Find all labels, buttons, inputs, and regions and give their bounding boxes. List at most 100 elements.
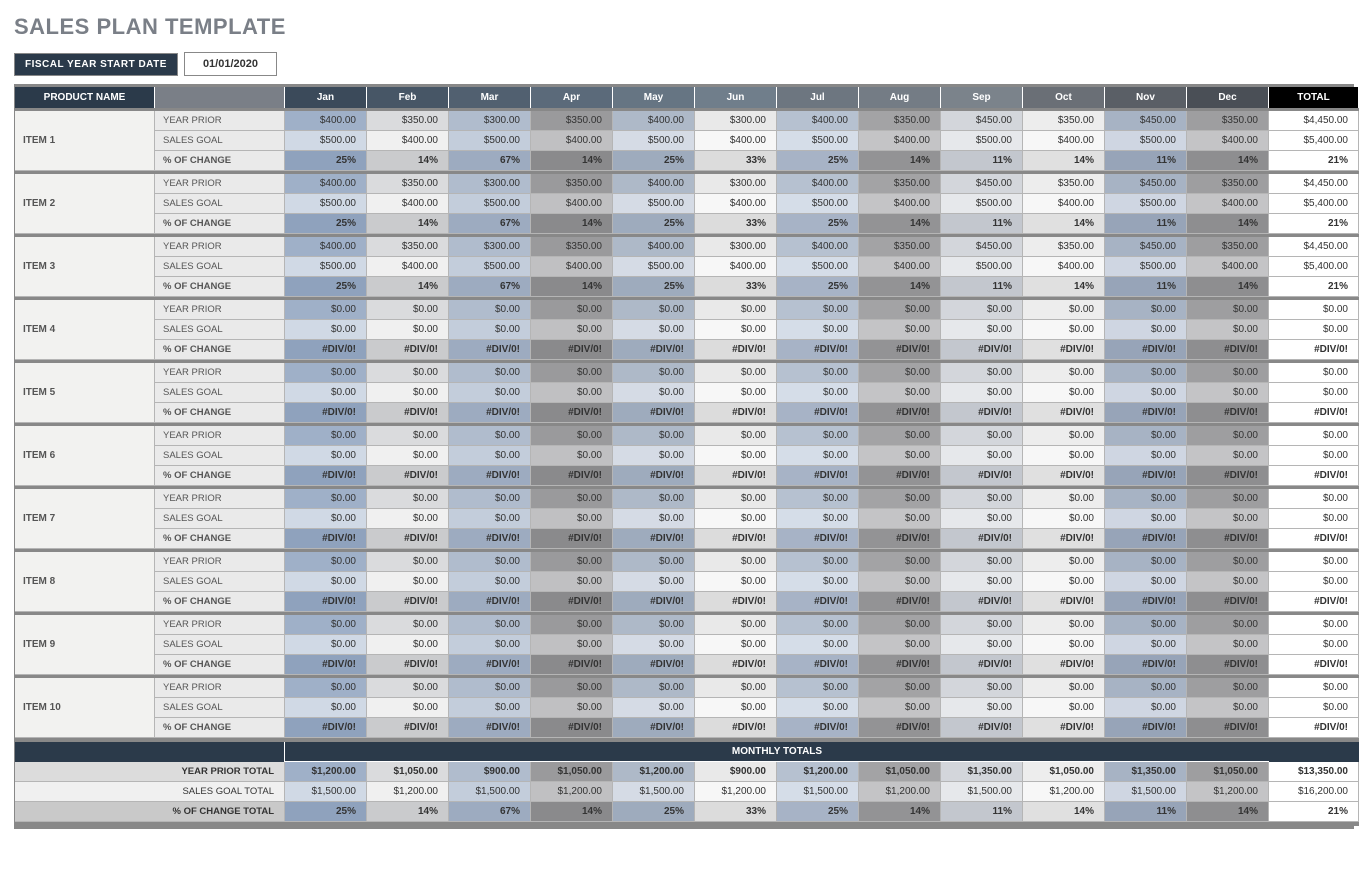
cell[interactable]: #DIV/0! xyxy=(1023,655,1105,675)
cell[interactable]: #DIV/0! xyxy=(859,718,941,738)
cell[interactable]: $0.00 xyxy=(941,678,1023,698)
cell[interactable]: $0.00 xyxy=(1105,320,1187,340)
cell[interactable]: #DIV/0! xyxy=(367,529,449,549)
cell[interactable]: 67% xyxy=(449,277,531,297)
cell[interactable]: $0.00 xyxy=(777,320,859,340)
cell[interactable]: #DIV/0! xyxy=(449,466,531,486)
cell[interactable]: $450.00 xyxy=(1105,237,1187,257)
cell[interactable]: #DIV/0! xyxy=(777,718,859,738)
cell[interactable]: $0.00 xyxy=(1023,426,1105,446)
cell[interactable]: $450.00 xyxy=(941,174,1023,194)
cell[interactable]: $500.00 xyxy=(613,131,695,151)
cell[interactable]: $0.00 xyxy=(285,678,367,698)
cell[interactable]: #DIV/0! xyxy=(531,529,613,549)
cell[interactable]: #DIV/0! xyxy=(367,340,449,360)
cell[interactable]: $0.00 xyxy=(1187,300,1269,320)
cell[interactable]: $0.00 xyxy=(531,615,613,635)
cell[interactable]: $350.00 xyxy=(367,111,449,131)
cell[interactable]: $400.00 xyxy=(1187,257,1269,277)
cell[interactable]: 33% xyxy=(695,151,777,171)
cell[interactable]: $500.00 xyxy=(1105,131,1187,151)
cell[interactable]: $0.00 xyxy=(695,489,777,509)
cell[interactable]: #DIV/0! xyxy=(1187,466,1269,486)
cell[interactable]: 14% xyxy=(531,277,613,297)
cell[interactable]: #DIV/0! xyxy=(531,592,613,612)
cell[interactable]: 25% xyxy=(777,277,859,297)
cell[interactable]: $0.00 xyxy=(449,698,531,718)
cell[interactable]: #DIV/0! xyxy=(285,718,367,738)
cell[interactable]: $0.00 xyxy=(1023,489,1105,509)
cell[interactable]: $0.00 xyxy=(285,383,367,403)
cell[interactable]: $400.00 xyxy=(1187,194,1269,214)
cell[interactable]: $0.00 xyxy=(695,698,777,718)
cell[interactable]: $500.00 xyxy=(777,131,859,151)
cell[interactable]: $350.00 xyxy=(531,111,613,131)
fiscal-date-input[interactable]: 01/01/2020 xyxy=(184,52,277,76)
cell[interactable]: $0.00 xyxy=(531,509,613,529)
cell[interactable]: $0.00 xyxy=(285,446,367,466)
cell[interactable]: $0.00 xyxy=(613,383,695,403)
cell[interactable]: $0.00 xyxy=(531,572,613,592)
cell[interactable]: $0.00 xyxy=(1023,678,1105,698)
cell[interactable]: $0.00 xyxy=(1023,300,1105,320)
cell[interactable]: 25% xyxy=(285,277,367,297)
cell[interactable]: $0.00 xyxy=(695,363,777,383)
cell[interactable]: $400.00 xyxy=(777,174,859,194)
cell[interactable]: $0.00 xyxy=(1105,300,1187,320)
cell[interactable]: $0.00 xyxy=(941,509,1023,529)
cell[interactable]: $0.00 xyxy=(613,678,695,698)
cell[interactable]: #DIV/0! xyxy=(1187,655,1269,675)
cell[interactable]: $0.00 xyxy=(777,635,859,655)
cell[interactable]: #DIV/0! xyxy=(1023,403,1105,423)
cell[interactable]: $0.00 xyxy=(1105,678,1187,698)
cell[interactable]: #DIV/0! xyxy=(613,340,695,360)
cell[interactable]: $0.00 xyxy=(941,363,1023,383)
cell[interactable]: $0.00 xyxy=(695,426,777,446)
cell[interactable]: #DIV/0! xyxy=(531,718,613,738)
cell[interactable]: $0.00 xyxy=(859,615,941,635)
cell[interactable]: $0.00 xyxy=(695,383,777,403)
cell[interactable]: #DIV/0! xyxy=(285,592,367,612)
cell[interactable]: $0.00 xyxy=(777,552,859,572)
cell[interactable]: #DIV/0! xyxy=(695,655,777,675)
cell[interactable]: #DIV/0! xyxy=(449,340,531,360)
cell[interactable]: $0.00 xyxy=(695,678,777,698)
cell[interactable]: $500.00 xyxy=(449,194,531,214)
cell[interactable]: $0.00 xyxy=(941,615,1023,635)
cell[interactable]: $0.00 xyxy=(449,552,531,572)
cell[interactable]: $0.00 xyxy=(449,572,531,592)
cell[interactable]: $350.00 xyxy=(531,237,613,257)
cell[interactable]: #DIV/0! xyxy=(449,403,531,423)
cell[interactable]: $400.00 xyxy=(1023,257,1105,277)
cell[interactable]: $0.00 xyxy=(941,572,1023,592)
cell[interactable]: $0.00 xyxy=(367,572,449,592)
cell[interactable]: $0.00 xyxy=(1023,552,1105,572)
cell[interactable]: $300.00 xyxy=(695,174,777,194)
cell[interactable]: $400.00 xyxy=(367,131,449,151)
cell[interactable]: $300.00 xyxy=(449,237,531,257)
cell[interactable]: #DIV/0! xyxy=(859,466,941,486)
cell[interactable]: $0.00 xyxy=(1187,572,1269,592)
cell[interactable]: $0.00 xyxy=(613,509,695,529)
cell[interactable]: $0.00 xyxy=(859,635,941,655)
cell[interactable]: 67% xyxy=(449,214,531,234)
cell[interactable]: $500.00 xyxy=(285,194,367,214)
cell[interactable]: $0.00 xyxy=(695,635,777,655)
cell[interactable]: #DIV/0! xyxy=(777,403,859,423)
cell[interactable]: $400.00 xyxy=(367,194,449,214)
cell[interactable]: $0.00 xyxy=(941,426,1023,446)
cell[interactable]: #DIV/0! xyxy=(1105,718,1187,738)
cell[interactable]: $350.00 xyxy=(859,174,941,194)
cell[interactable]: $0.00 xyxy=(695,615,777,635)
cell[interactable]: #DIV/0! xyxy=(367,466,449,486)
cell[interactable]: #DIV/0! xyxy=(613,466,695,486)
cell[interactable]: $0.00 xyxy=(449,300,531,320)
cell[interactable]: #DIV/0! xyxy=(859,529,941,549)
cell[interactable]: $0.00 xyxy=(941,383,1023,403)
cell[interactable]: $500.00 xyxy=(777,194,859,214)
cell[interactable]: #DIV/0! xyxy=(367,403,449,423)
cell[interactable]: #DIV/0! xyxy=(613,592,695,612)
cell[interactable]: $0.00 xyxy=(859,383,941,403)
cell[interactable]: 11% xyxy=(1105,151,1187,171)
cell[interactable]: #DIV/0! xyxy=(941,529,1023,549)
